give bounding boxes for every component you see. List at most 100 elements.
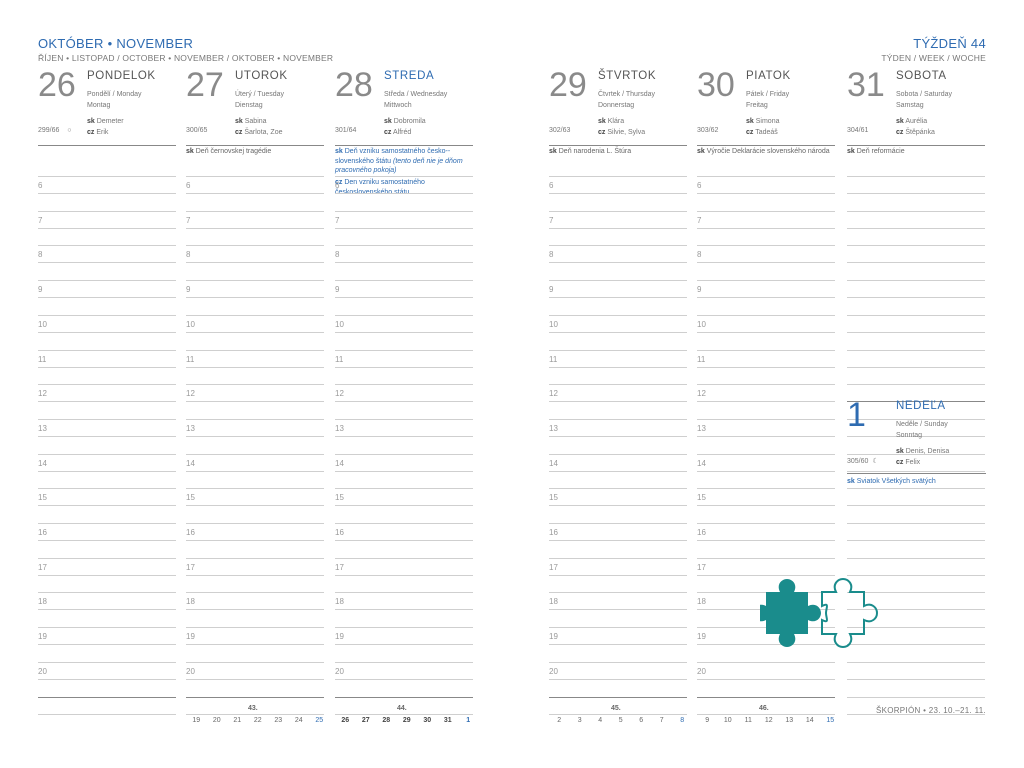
divider xyxy=(38,145,176,146)
divider xyxy=(186,696,324,698)
mini-day: 8 xyxy=(680,717,685,724)
line xyxy=(847,470,985,472)
event: sk Deň reformácie xyxy=(847,148,905,155)
hour-label: 7 xyxy=(549,215,554,225)
day-count: 303/62 xyxy=(697,127,719,134)
mini-week-number: 43. xyxy=(248,705,258,712)
line xyxy=(38,297,176,299)
line xyxy=(38,245,176,247)
line xyxy=(38,592,176,594)
hour-label: 17 xyxy=(335,562,344,572)
hour-label: 10 xyxy=(335,319,344,329)
line xyxy=(335,523,473,524)
line xyxy=(186,314,324,316)
divider xyxy=(847,473,986,474)
mini-day: 22 xyxy=(253,717,262,724)
mini-line xyxy=(549,714,687,715)
line xyxy=(38,470,176,472)
line xyxy=(697,661,835,663)
day-count: 302/63 xyxy=(549,127,571,134)
event: sk Výročie Deklarácie slovenského národa xyxy=(697,148,830,155)
mini-day: 12 xyxy=(764,717,773,724)
line xyxy=(38,540,176,541)
day-name: UTOROK xyxy=(235,70,288,82)
line xyxy=(549,488,687,490)
mini-week-number: 46. xyxy=(759,705,769,712)
line xyxy=(186,470,324,472)
hour-label: 10 xyxy=(697,319,706,329)
hour-label: 13 xyxy=(549,423,558,433)
mini-week-days: 26 27 28 29 30 31 1 xyxy=(335,717,479,724)
hour-label: 18 xyxy=(335,597,344,607)
hour-label: 18 xyxy=(549,597,558,607)
hour-label: 6 xyxy=(186,181,191,190)
line xyxy=(697,280,835,282)
day-translations: Sobota / Saturday Samstag xyxy=(896,91,953,109)
hour-label: 11 xyxy=(549,354,558,364)
event: sk Deň černovskej tragédie xyxy=(186,148,272,155)
day-count: 301/64 xyxy=(335,127,357,134)
line xyxy=(697,523,835,524)
hour-label: 11 xyxy=(697,354,706,364)
line xyxy=(847,210,985,212)
hour-label: 20 xyxy=(697,666,706,676)
line xyxy=(847,435,985,437)
line xyxy=(335,488,473,490)
line xyxy=(697,384,835,386)
line xyxy=(697,210,835,212)
line xyxy=(38,418,176,420)
mini-day: 6 xyxy=(639,717,644,724)
line xyxy=(186,176,324,177)
line xyxy=(186,523,324,524)
line xyxy=(38,384,176,386)
line xyxy=(549,592,687,594)
day-count: 299/66 ○ xyxy=(38,127,72,134)
mini-day: 24 xyxy=(294,717,303,724)
line xyxy=(335,418,473,420)
day-name: ŠTVRTOK xyxy=(598,70,657,82)
line xyxy=(549,245,687,247)
day-number: 26 xyxy=(38,66,76,104)
hour-label: 14 xyxy=(697,458,706,468)
day-name: SOBOTA xyxy=(896,70,947,82)
hour-label: 12 xyxy=(697,389,706,399)
hour-label: 15 xyxy=(186,493,195,503)
nameday: sk Sabina cz Šarlota, Zoe xyxy=(235,118,283,136)
hour-label: 7 xyxy=(186,215,191,225)
line xyxy=(847,176,985,177)
hour-label: 6 xyxy=(335,181,340,190)
line xyxy=(549,609,687,611)
divider xyxy=(847,145,985,146)
line xyxy=(186,245,324,247)
hour-label: 9 xyxy=(335,285,340,295)
mini-day: 5 xyxy=(618,717,623,724)
day-number: 31 xyxy=(847,66,885,104)
line xyxy=(697,453,835,455)
line xyxy=(335,280,473,282)
line xyxy=(335,435,473,437)
week-subtitle: TÝDEN / WEEK / WOCHE xyxy=(881,53,986,63)
line xyxy=(335,644,473,646)
mini-line xyxy=(697,714,835,715)
line xyxy=(38,627,176,629)
line xyxy=(697,297,835,299)
line xyxy=(549,523,687,524)
hour-label: 12 xyxy=(38,389,47,399)
line xyxy=(186,384,324,386)
line xyxy=(847,488,985,490)
line xyxy=(697,193,835,194)
line xyxy=(335,349,473,351)
line xyxy=(549,176,687,177)
line xyxy=(697,488,835,490)
hour-label: 8 xyxy=(697,250,702,260)
line xyxy=(549,540,687,541)
line xyxy=(847,280,985,282)
line xyxy=(697,331,835,333)
mini-day: 15 xyxy=(826,717,835,724)
hour-label: 8 xyxy=(186,250,191,260)
line xyxy=(697,349,835,351)
divider xyxy=(549,696,687,698)
hour-label: 17 xyxy=(697,562,706,572)
day-column: 29 ŠTVRTOK Čtvrtek / Thursday Donnerstag sk … xyxy=(549,66,687,756)
line xyxy=(847,540,985,541)
